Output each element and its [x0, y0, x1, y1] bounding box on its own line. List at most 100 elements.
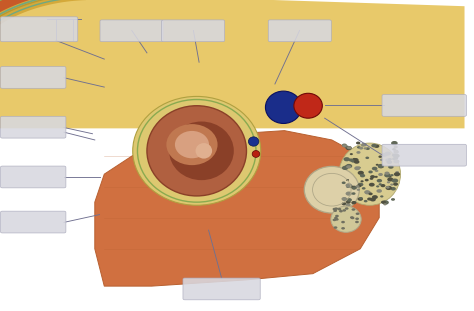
Circle shape	[346, 179, 349, 181]
Circle shape	[387, 178, 393, 182]
Circle shape	[375, 170, 378, 172]
Ellipse shape	[195, 143, 212, 159]
Circle shape	[354, 166, 360, 170]
Circle shape	[337, 208, 341, 211]
Circle shape	[390, 183, 393, 186]
Circle shape	[342, 182, 346, 184]
Ellipse shape	[175, 131, 209, 158]
Circle shape	[391, 141, 398, 145]
Circle shape	[356, 151, 361, 154]
FancyBboxPatch shape	[0, 67, 66, 88]
Circle shape	[346, 198, 352, 202]
Circle shape	[335, 215, 339, 217]
Polygon shape	[0, 0, 86, 130]
Circle shape	[352, 192, 356, 195]
Polygon shape	[0, 0, 81, 167]
Circle shape	[345, 165, 348, 168]
Circle shape	[339, 210, 343, 212]
Circle shape	[364, 200, 367, 202]
Circle shape	[383, 203, 387, 206]
Circle shape	[355, 221, 359, 223]
Circle shape	[393, 146, 398, 148]
Circle shape	[346, 183, 352, 188]
Circle shape	[365, 190, 371, 194]
Circle shape	[365, 147, 370, 150]
Circle shape	[346, 203, 351, 207]
Circle shape	[374, 145, 379, 148]
Circle shape	[356, 188, 360, 191]
Circle shape	[394, 150, 398, 152]
Circle shape	[391, 198, 395, 201]
FancyBboxPatch shape	[268, 20, 331, 42]
Circle shape	[379, 183, 382, 185]
Polygon shape	[0, 0, 465, 128]
FancyBboxPatch shape	[0, 211, 66, 233]
Circle shape	[357, 146, 361, 149]
Circle shape	[352, 187, 356, 190]
Circle shape	[378, 165, 384, 168]
Circle shape	[346, 146, 352, 150]
Circle shape	[370, 175, 375, 178]
Polygon shape	[0, 0, 82, 151]
Circle shape	[380, 159, 383, 161]
Circle shape	[342, 202, 346, 205]
Circle shape	[352, 201, 356, 204]
Circle shape	[393, 183, 398, 186]
Circle shape	[392, 158, 396, 160]
Circle shape	[386, 186, 389, 188]
FancyBboxPatch shape	[382, 95, 466, 116]
Circle shape	[346, 164, 352, 168]
Circle shape	[358, 171, 364, 175]
Circle shape	[347, 146, 352, 149]
Ellipse shape	[265, 91, 301, 123]
Circle shape	[393, 150, 399, 154]
Circle shape	[360, 180, 364, 182]
Circle shape	[345, 146, 349, 148]
Circle shape	[388, 158, 392, 160]
Circle shape	[333, 219, 337, 221]
Circle shape	[360, 174, 365, 177]
Circle shape	[371, 144, 377, 147]
Circle shape	[384, 173, 391, 178]
Circle shape	[351, 201, 356, 204]
Circle shape	[376, 185, 379, 188]
Circle shape	[352, 158, 356, 160]
Circle shape	[335, 218, 339, 221]
Circle shape	[365, 156, 369, 159]
Circle shape	[369, 183, 375, 187]
Circle shape	[351, 186, 357, 189]
Polygon shape	[95, 131, 379, 286]
Circle shape	[346, 165, 351, 169]
Circle shape	[361, 143, 367, 146]
Circle shape	[364, 147, 367, 150]
Circle shape	[376, 189, 382, 193]
Circle shape	[374, 176, 378, 178]
FancyBboxPatch shape	[382, 144, 466, 166]
Circle shape	[378, 173, 383, 176]
Circle shape	[388, 165, 393, 169]
Circle shape	[342, 209, 346, 212]
Circle shape	[355, 217, 359, 220]
Circle shape	[368, 170, 373, 174]
Circle shape	[342, 144, 347, 147]
Circle shape	[341, 227, 345, 230]
Circle shape	[354, 160, 359, 164]
Polygon shape	[0, 0, 83, 145]
Ellipse shape	[339, 143, 401, 205]
Circle shape	[391, 187, 396, 191]
Circle shape	[392, 179, 398, 183]
Circle shape	[357, 197, 363, 201]
Circle shape	[349, 185, 354, 188]
Circle shape	[395, 171, 399, 174]
Circle shape	[334, 217, 338, 219]
Circle shape	[342, 166, 348, 170]
Ellipse shape	[294, 93, 322, 118]
Circle shape	[346, 192, 352, 196]
Circle shape	[341, 221, 345, 223]
Circle shape	[378, 156, 382, 158]
Circle shape	[385, 158, 391, 162]
Circle shape	[370, 178, 374, 180]
Circle shape	[386, 160, 392, 164]
Circle shape	[367, 197, 372, 201]
Circle shape	[356, 185, 360, 188]
